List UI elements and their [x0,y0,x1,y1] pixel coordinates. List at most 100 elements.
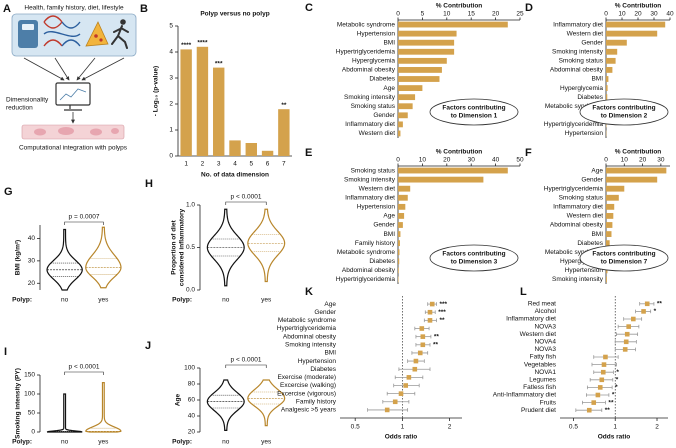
y-tick-label: 20 [28,280,36,287]
bar [606,240,610,247]
y-tick-label: Family history [296,399,337,406]
y-tick-label: Hypertension [357,30,396,37]
y-tick-label: Vegetables [524,361,557,368]
y-tick-label: Family history [355,240,396,247]
bar [229,140,241,156]
odds-ratio-marker [626,324,631,329]
y-tick-label: Metabolic syndrome [337,21,396,28]
bar [398,21,508,28]
p-value: p < 0.0001 [231,194,262,201]
y-tick-label: 3 [169,75,173,82]
y-tick-label: Gender [373,222,396,229]
x-axis-label: % Contribution [436,149,483,156]
x-axis-label: % Contribution [615,3,662,10]
significance: * [612,392,615,399]
y-tick-label: Western diet [567,213,604,220]
y-tick-label: Smoking intensity [344,94,396,101]
x-tick-label: 30 [657,157,665,164]
annotation: Factors contributing [442,105,505,112]
x-tick-label: 6 [266,161,270,168]
y-tick-label: BMI [324,350,336,357]
bar [606,48,618,55]
y-tick-label: Fatless fish [523,384,556,391]
odds-ratio-marker [591,400,597,405]
significance: *** [438,309,446,316]
y-tick-label: Age [383,213,395,220]
y-tick-label: 100 [24,391,35,398]
odds-ratio-marker [413,358,419,364]
y-tick-label: Diabetes [577,240,603,247]
y-tick-label: Inflammatory diet [553,21,603,28]
dna-icon [43,21,81,47]
odds-ratio-marker [641,309,646,314]
bar [398,121,403,128]
annotation-ellipse [429,244,519,272]
x-tick-label: 4 [233,161,237,168]
annotation: Factors contributing [592,105,655,112]
y-tick-label: Smoking status [351,167,396,174]
bar [606,94,608,101]
bar [606,39,627,46]
bar [606,21,666,28]
dna-icon [43,15,63,47]
pizza-topping [99,38,103,42]
odds-ratio-marker [623,339,629,345]
violin [247,208,286,283]
significance: ** [433,342,439,349]
y-tick-label: 40 [188,413,196,420]
odds-ratio-marker [398,391,404,396]
y-tick-label: Diabetes [577,94,603,101]
y-tick-label: 0.5 [186,244,195,251]
odds-ratio-marker [420,342,426,348]
y-tick-label: Excercise (vigorous) [277,390,336,397]
x-tick-label: 10 [419,157,427,164]
bar [278,109,290,156]
y-tick-label: 80 [188,381,196,388]
bar [398,85,423,91]
y-tick-label: Exercise (moderate) [277,374,336,381]
odds-ratio-marker [403,383,409,388]
y-tick-label: Prudent diet [521,407,556,414]
p-value-bracket [64,221,104,225]
x-tick-label: 0 [396,157,400,164]
x-tick-label: no [61,297,69,304]
bar [398,176,484,183]
pizza-topping [94,34,98,38]
bar [398,94,416,101]
odds-ratio-marker [600,369,606,375]
y-tick-label: Abdominal obesity [550,222,604,229]
runner-icon [111,25,129,49]
x-axis-label: Polyp: [12,297,32,304]
y-tick-label: Inflammatory diet [345,194,395,201]
annotation: Factors contributing [592,251,655,258]
y-tick-label: BMI [591,231,603,238]
significance: *** [215,60,223,67]
y-tick-label: Diabetes [310,366,336,373]
bar [606,76,609,82]
x-tick-label: 2 [448,424,452,431]
y-tick-label: Abdominal obesity [342,67,396,74]
x-tick-label: 10 [443,11,451,18]
x-axis-label: % Contribution [615,149,662,156]
annotation-ellipse [429,98,519,126]
y-tick-label: Abdominal obesity [283,333,337,340]
odds-ratio-marker [597,385,603,390]
x-tick-label: 5 [421,11,425,18]
bar [398,67,442,73]
significance: ** [605,407,611,414]
y-tick-label: Hypertriglyceridemia [336,276,396,283]
y-tick-label: Alcohol [535,308,557,315]
y-tick-label: NOVA4 [534,339,556,346]
bar [398,130,401,137]
y-tick-label: 0 [31,429,35,436]
y-tick-label: Smoking intensity [285,342,337,349]
panel-letter: D [525,2,533,14]
annotation: to Dimension 2 [601,113,648,120]
significance: *** [439,301,447,308]
p-value: p < 0.0001 [69,364,100,371]
x-tick-label: 20 [639,157,647,164]
monitor [55,82,91,106]
y-tick-label: Metabolic syndrome [337,249,396,256]
y-tick-label: Metabolic syndrome [545,249,604,256]
